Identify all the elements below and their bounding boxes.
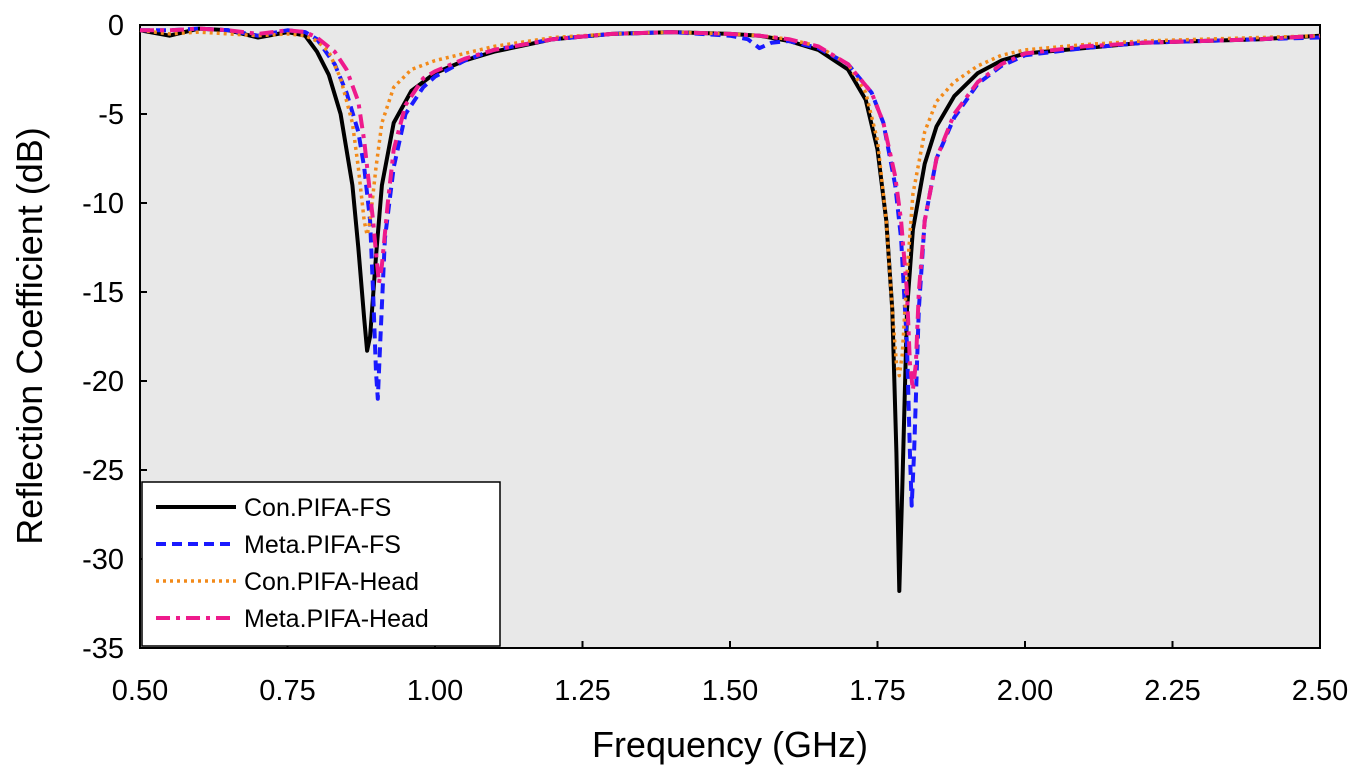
x-tick-label: 0.50 bbox=[112, 675, 168, 707]
x-tick-label: 1.75 bbox=[849, 675, 905, 707]
series-layer bbox=[139, 26, 1321, 593]
legend-box bbox=[141, 481, 501, 647]
x-tick-label: 1.25 bbox=[554, 675, 610, 707]
y-tick-label: -5 bbox=[98, 99, 124, 131]
y-tick-label: -25 bbox=[82, 455, 124, 487]
y-tick-label: -20 bbox=[82, 366, 124, 398]
x-tick-label: 2.00 bbox=[997, 675, 1053, 707]
series-line-3 bbox=[139, 28, 1321, 378]
x-axis-title: Frequency (GHz) bbox=[592, 724, 868, 765]
x-tick-label: 1.50 bbox=[702, 675, 758, 707]
y-tick-label: -35 bbox=[82, 633, 124, 665]
y-tick-label: -30 bbox=[82, 544, 124, 576]
y-tick-label: -15 bbox=[82, 277, 124, 309]
legend-label: Con.PIFA-Head bbox=[244, 568, 419, 596]
legend-label: Meta.PIFA-FS bbox=[244, 531, 401, 559]
x-tick-label: 2.25 bbox=[1144, 675, 1200, 707]
legend-label: Meta.PIFA-Head bbox=[244, 605, 429, 633]
y-tick-label: 0 bbox=[108, 10, 124, 42]
y-axis-title: Reflection Coefficient (dB) bbox=[9, 127, 50, 545]
x-tick-label: 1.00 bbox=[407, 675, 463, 707]
series-line-4 bbox=[140, 26, 1321, 392]
legend: Con.PIFA-FS Meta.PIFA-FS Con.PIFA-Head Meta… bbox=[141, 481, 501, 647]
legend-label: Con.PIFA-FS bbox=[244, 494, 391, 522]
x-tick-label: 0.75 bbox=[259, 675, 315, 707]
x-axis-ticks: 0.50 0.75 1.00 1.25 1.50 1.75 2.00 2.25 2.50 bbox=[112, 641, 1348, 707]
y-axis-ticks: 0 -5 -10 -15 -20 -25 -30 -35 bbox=[82, 10, 147, 665]
y-tick-label: -10 bbox=[82, 188, 124, 220]
x-tick-label: 2.50 bbox=[1292, 675, 1348, 707]
